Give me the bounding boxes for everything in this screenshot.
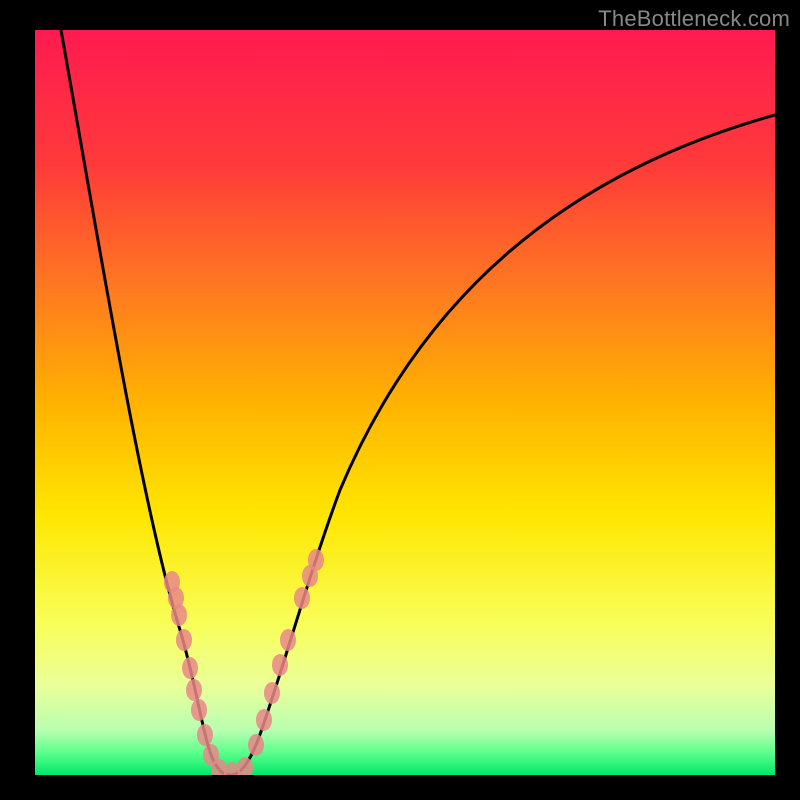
watermark-text: TheBottleneck.com (598, 6, 790, 32)
curve-marker (191, 699, 207, 721)
curve-marker (264, 682, 280, 704)
curve-marker (294, 587, 310, 609)
curve-marker (176, 629, 192, 651)
bottleneck-chart (0, 0, 800, 800)
gradient-background (35, 30, 775, 775)
curve-marker (256, 709, 272, 731)
curve-marker (272, 654, 288, 676)
curve-marker (308, 549, 324, 571)
curve-marker (171, 604, 187, 626)
curve-marker (186, 679, 202, 701)
chart-container: TheBottleneck.com (0, 0, 800, 800)
curve-marker (197, 724, 213, 746)
curve-marker (280, 629, 296, 651)
curve-marker (248, 734, 264, 756)
curve-marker (182, 657, 198, 679)
